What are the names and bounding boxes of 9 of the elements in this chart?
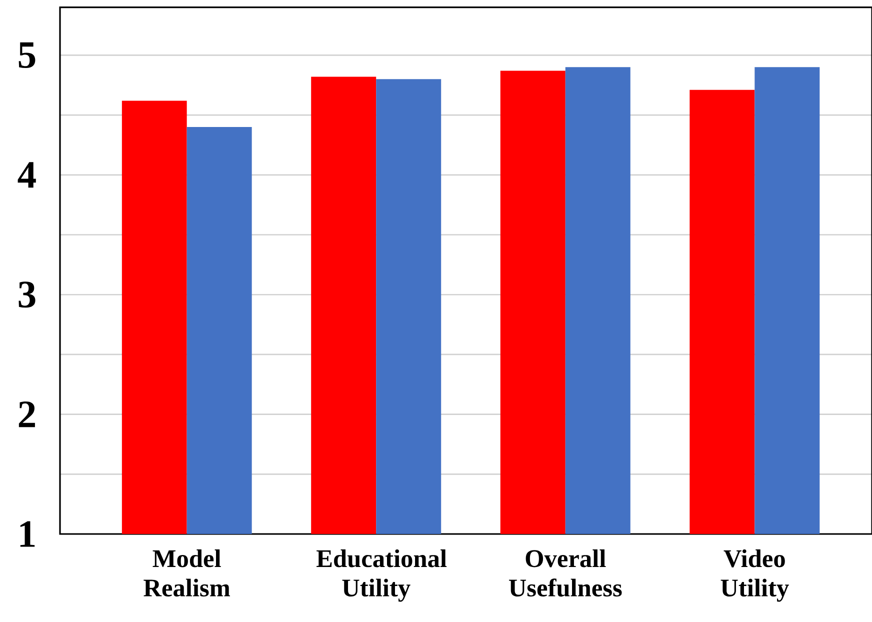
x-tick-label: Overall Usefulness bbox=[508, 549, 622, 597]
x-tick-label: Model Realism bbox=[144, 549, 230, 597]
y-tick-label: 1 bbox=[20, 521, 35, 547]
y-tick-label: 2 bbox=[18, 402, 35, 428]
y-tick-label: 5 bbox=[18, 42, 36, 68]
y-tick-label: 3 bbox=[18, 282, 36, 308]
y-tick-label: 4 bbox=[18, 162, 36, 188]
x-tick-label: Video Utility bbox=[720, 549, 789, 602]
x-tick-label: Educational Utility bbox=[316, 549, 447, 602]
